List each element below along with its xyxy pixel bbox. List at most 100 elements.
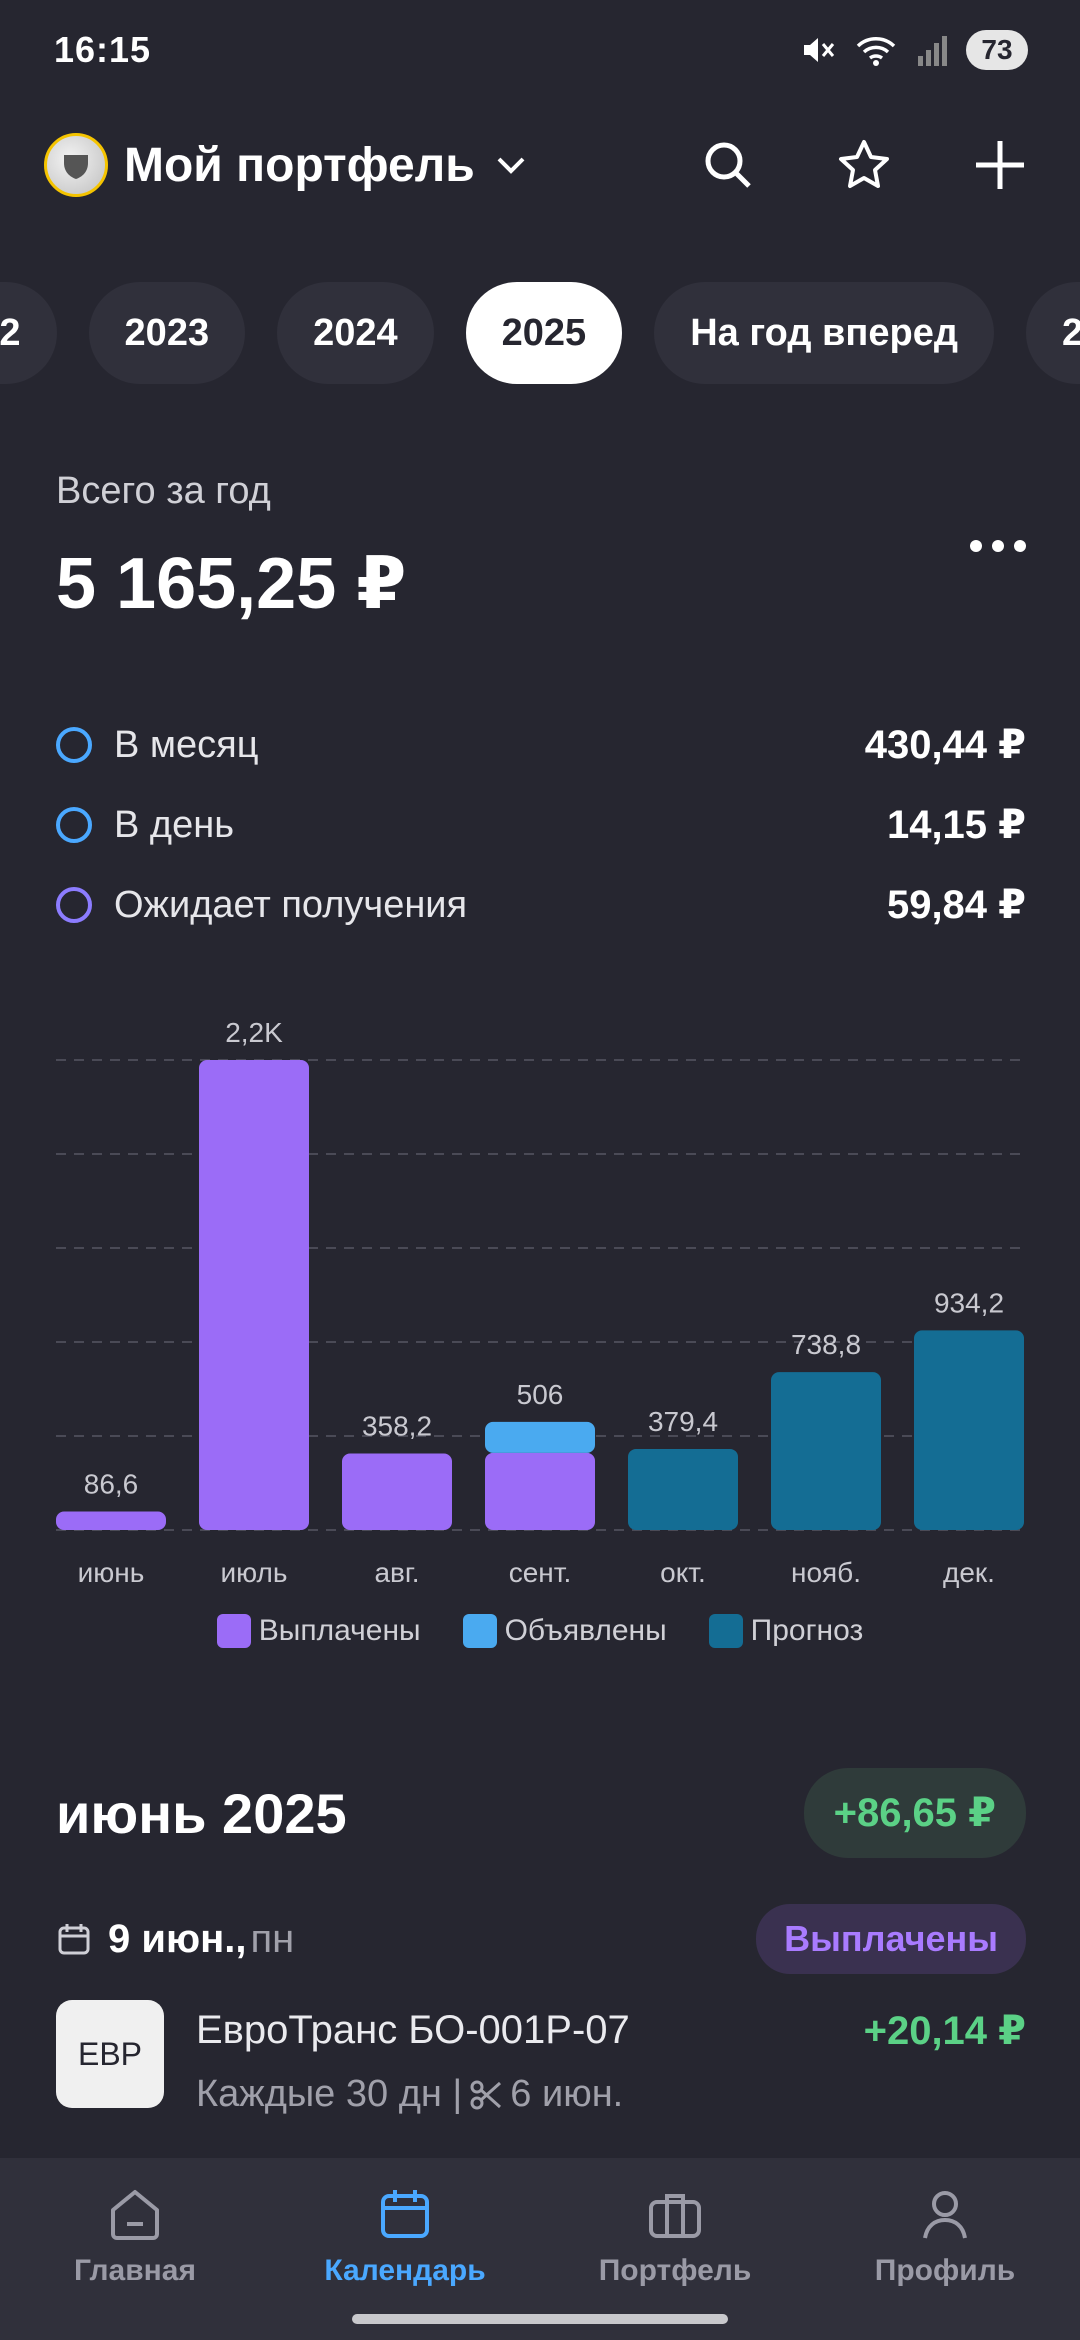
star-icon[interactable] [824, 125, 904, 205]
day-of-week: пн [250, 1916, 295, 1961]
year-summary: Всего за год 5 165,25 ₽ [56, 470, 1026, 625]
calendar-icon [381, 2190, 429, 2238]
chart-bar-авг.-Выплачены[interactable] [342, 1453, 452, 1530]
chevron-down-icon[interactable] [491, 145, 531, 185]
chart-category-label: окт. [660, 1557, 706, 1588]
security-avatar: ЕВР [56, 2000, 164, 2108]
chart-category-label: авг. [374, 1557, 419, 1588]
nav-label: Портфель [598, 2254, 752, 2287]
status-bar: 16:15 73 [0, 0, 1080, 100]
chart-bar-нояб.-Прогноз[interactable] [771, 1372, 881, 1530]
legend-swatch [216, 1614, 251, 1648]
nav-portfolio[interactable]: Портфель [555, 2184, 795, 2340]
tab-2024[interactable]: 2024 [277, 282, 434, 384]
payment-amount: +20,14 ₽ [863, 2009, 1026, 2053]
stats-list: В месяц 430,44 ₽ В день 14,15 ₽ Ожидает … [56, 705, 1026, 945]
chart-value-label: 506 [517, 1379, 564, 1410]
radio-icon [56, 727, 92, 763]
nav-label: Главная [73, 2254, 196, 2287]
tab-2026[interactable]: 2026 [1025, 282, 1080, 384]
nav-calendar[interactable]: Календарь [285, 2184, 525, 2340]
battery-indicator: 73 [966, 30, 1028, 70]
chart-category-label: июнь [78, 1557, 145, 1588]
month-title: июнь 2025 [56, 1781, 347, 1845]
summary-total: 5 165,25 ₽ [56, 544, 407, 624]
wifi-icon [856, 37, 896, 66]
stat-value: 430,44 ₽ [864, 723, 1026, 767]
stat-monthly[interactable]: В месяц 430,44 ₽ [56, 705, 1026, 785]
day-date: 9 июн., [108, 1916, 247, 1961]
chart-value-label: 379,4 [648, 1406, 718, 1437]
payment-list-item[interactable]: ЕВР ЕвроТранс БО-001Р-07 Каждые 30 дн | … [56, 2000, 1026, 2116]
nav-label: Календарь [324, 2254, 486, 2287]
stat-value: 14,15 ₽ [886, 803, 1026, 847]
app-header: Мой портфель [0, 120, 1080, 210]
legend-item-paid[interactable]: Выплачены [216, 1614, 421, 1648]
chart-category-label: июль [221, 1557, 288, 1588]
security-name: ЕвроТранс БО-001Р-07 [196, 2008, 630, 2052]
tab-2025[interactable]: 2025 [465, 282, 623, 384]
stat-label: Ожидает получения [114, 883, 468, 926]
chart-bar-сент.-Объявлены[interactable] [485, 1421, 595, 1453]
add-icon[interactable] [960, 125, 1040, 205]
legend-swatch [462, 1614, 497, 1648]
dividends-bar-chart[interactable]: 86,6 июнь 2,2K июль 358,2 авг. 506 сент. 379,4 ок… [0, 1000, 1080, 1600]
radio-icon [56, 807, 92, 843]
profile-icon [923, 2191, 967, 2239]
scissors-icon [470, 2080, 502, 2109]
year-tabs: 2022 2023 2024 2025 На год вперед 2026 [0, 282, 1080, 384]
calendar-small-icon [58, 1924, 90, 1955]
tab-year-ahead[interactable]: На год вперед [654, 282, 994, 384]
month-total-badge: +86,65 ₽ [803, 1768, 1026, 1858]
chart-category-label: нояб. [791, 1557, 861, 1588]
nav-label: Профиль [874, 2254, 1016, 2287]
record-date: 6 июн. [510, 2073, 624, 2115]
more-options-icon[interactable] [970, 540, 1026, 552]
day-header: 9 июн., пн Выплачены [56, 1904, 1026, 1974]
chart-value-label: 934,2 [934, 1287, 1004, 1318]
status-time: 16:15 [54, 29, 152, 70]
chart-bar-июль-Выплачены[interactable] [199, 1060, 309, 1530]
chart-bar-окт.-Прогноз[interactable] [628, 1448, 738, 1530]
chart-bar-дек.-Прогноз[interactable] [914, 1330, 1024, 1530]
status-icons: 73 [800, 30, 1028, 70]
mute-icon [804, 38, 835, 62]
radio-icon [56, 887, 92, 923]
stat-label: В месяц [114, 723, 259, 766]
briefcase-icon [649, 2194, 701, 2238]
nav-home[interactable]: Главная [15, 2184, 255, 2340]
search-icon[interactable] [688, 125, 768, 205]
chart-value-label: 86,6 [84, 1468, 139, 1499]
stat-label: В день [114, 803, 234, 846]
chart-legend: Выплачены Объявлены Прогноз [0, 1614, 1080, 1648]
legend-label: Прогноз [750, 1614, 864, 1647]
stat-daily[interactable]: В день 14,15 ₽ [56, 785, 1026, 865]
legend-label: Выплачены [258, 1614, 421, 1647]
signal-icon [918, 36, 947, 66]
bank-logo-icon [44, 133, 108, 197]
home-indicator [352, 2314, 728, 2324]
stat-value: 59,84 ₽ [886, 883, 1026, 927]
chart-value-label: 738,8 [791, 1329, 861, 1360]
summary-label: Всего за год [56, 470, 271, 512]
tab-2022[interactable]: 2022 [0, 282, 57, 384]
chart-category-label: сент. [509, 1557, 572, 1588]
chart-bar-сент.-Выплачены[interactable] [485, 1452, 595, 1530]
legend-item-forecast[interactable]: Прогноз [708, 1614, 864, 1648]
legend-item-announced[interactable]: Объявлены [462, 1614, 667, 1648]
stat-pending[interactable]: Ожидает получения 59,84 ₽ [56, 865, 1026, 945]
payment-period: Каждые 30 дн | [196, 2073, 463, 2115]
home-icon [111, 2190, 159, 2240]
tab-2023[interactable]: 2023 [88, 282, 246, 384]
portfolio-title[interactable]: Мой портфель [124, 138, 475, 192]
month-header: июнь 2025 +86,65 ₽ [56, 1768, 1026, 1858]
chart-value-label: 358,2 [362, 1410, 432, 1441]
chart-value-label: 2,2K [225, 1017, 283, 1048]
nav-profile[interactable]: Профиль [825, 2184, 1065, 2340]
legend-label: Объявлены [504, 1614, 667, 1647]
bottom-navigation: Главная Календарь Портфель Профиль [0, 2158, 1080, 2340]
legend-swatch [708, 1614, 743, 1648]
chart-bar-июнь-Выплачены[interactable] [56, 1511, 166, 1530]
status-badge: Выплачены [756, 1904, 1026, 1974]
chart-category-label: дек. [943, 1557, 995, 1588]
